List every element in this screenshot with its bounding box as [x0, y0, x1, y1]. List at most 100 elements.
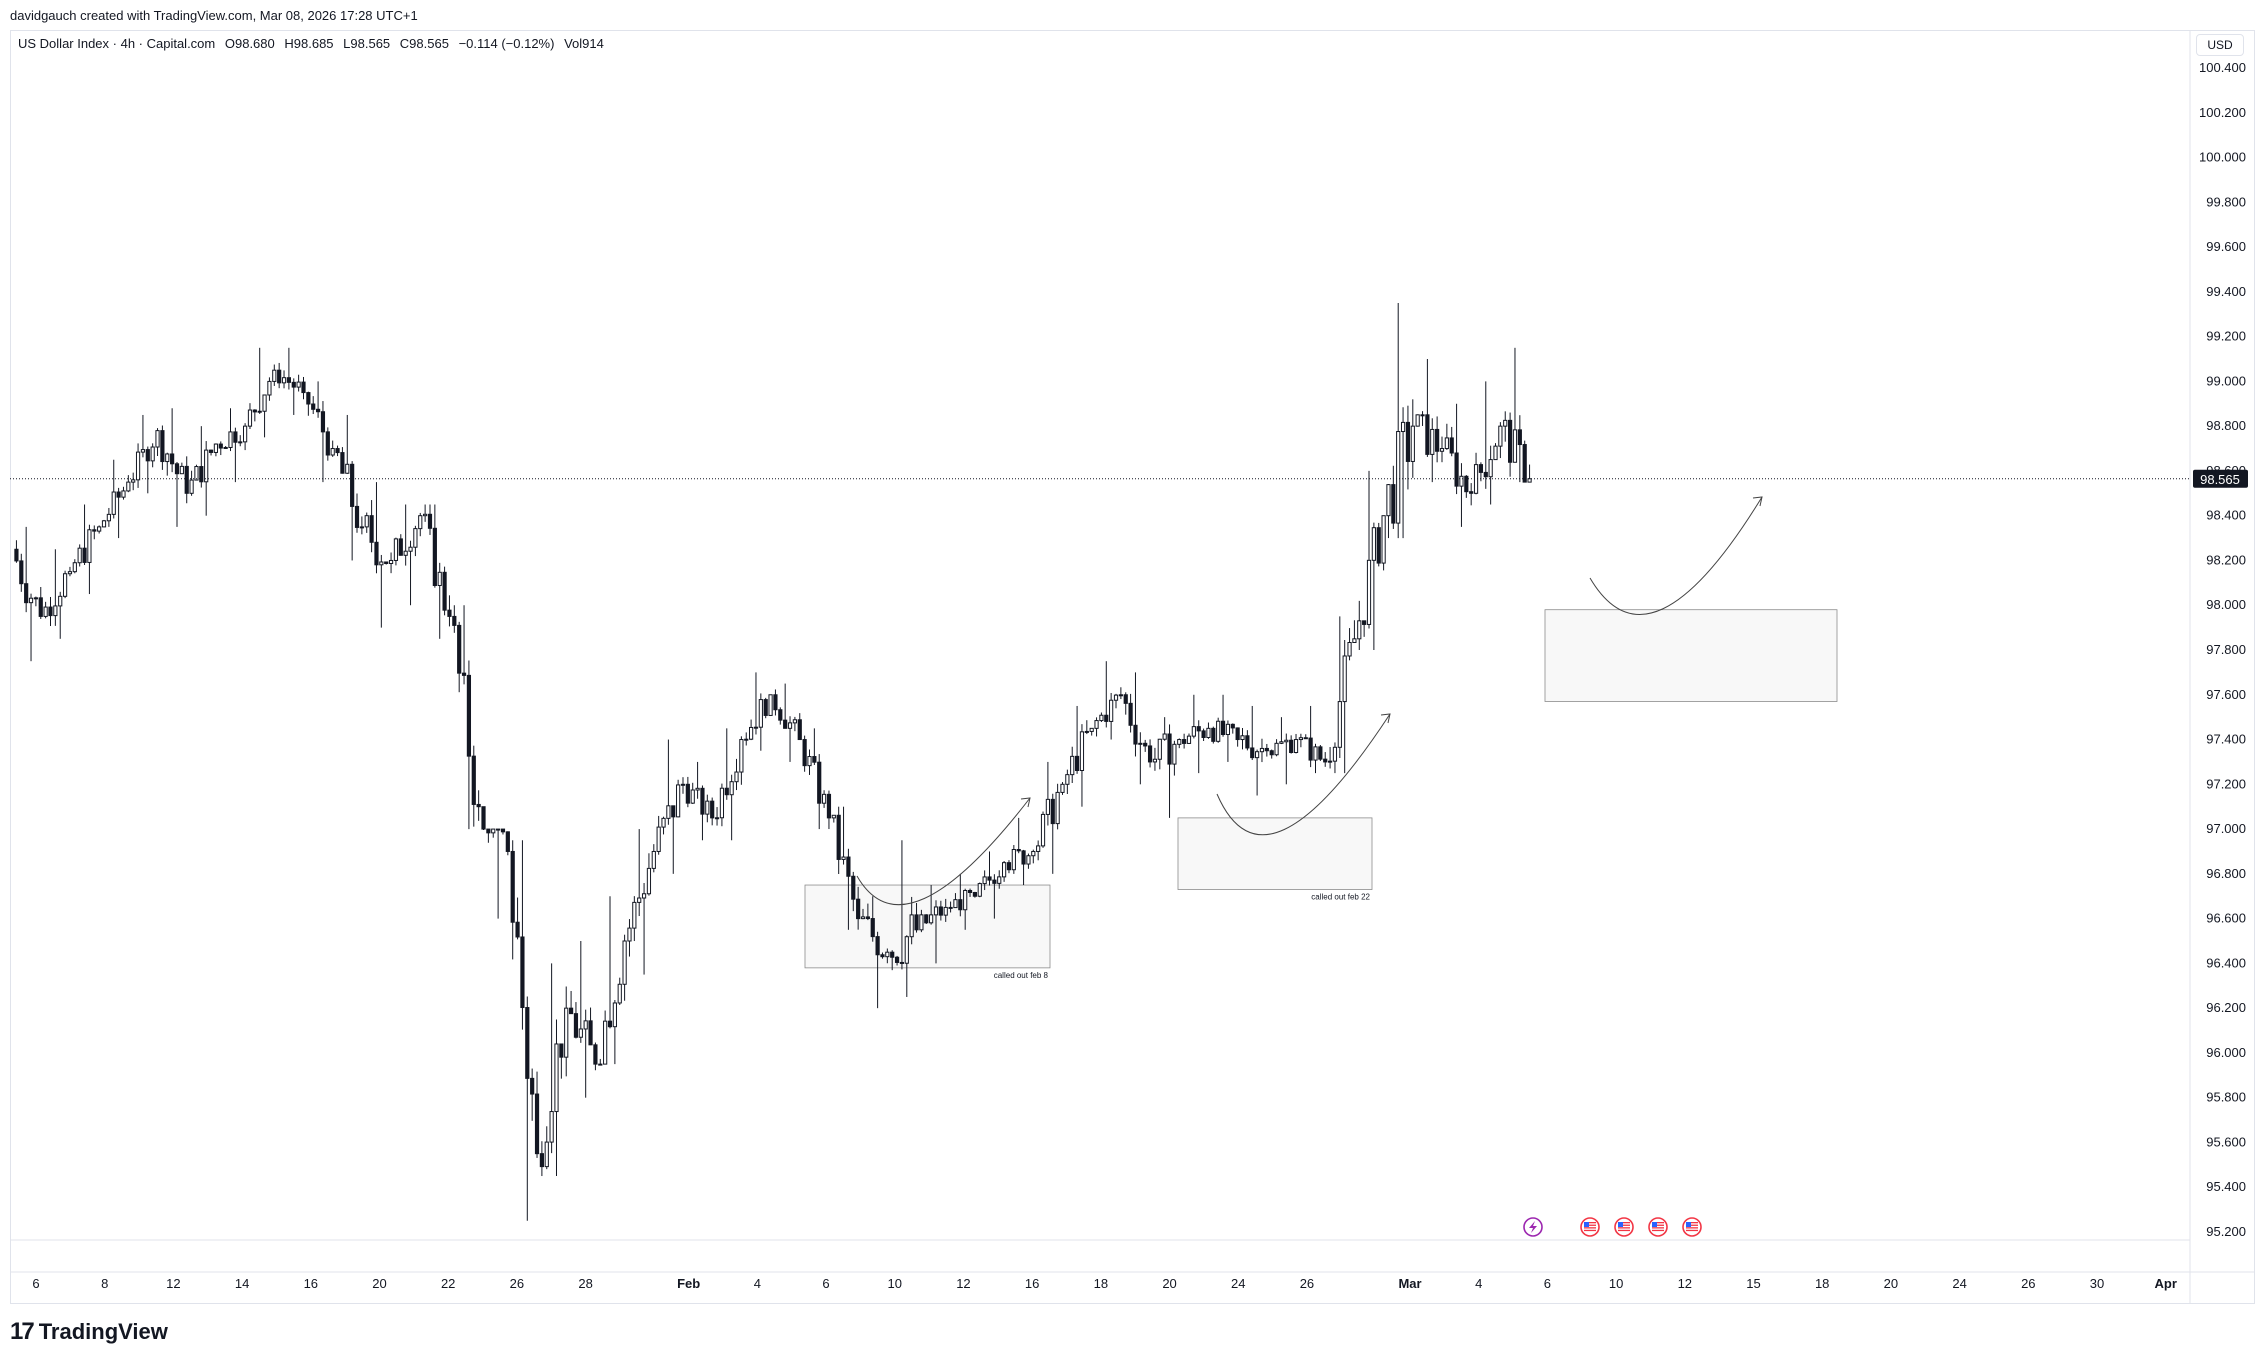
candle: [851, 871, 856, 912]
candle-body: [359, 526, 364, 529]
candle: [1415, 414, 1420, 427]
candle-body: [622, 940, 627, 985]
candle-body: [267, 380, 272, 396]
candle: [1269, 749, 1274, 759]
candle-body: [641, 893, 647, 899]
candle: [705, 794, 710, 823]
legend-symbol[interactable]: US Dollar Index · 4h · Capital.com: [18, 36, 216, 51]
candle-body: [1245, 735, 1250, 749]
candle-body: [1191, 726, 1196, 737]
candle: [359, 516, 364, 535]
candle: [432, 504, 437, 588]
candle-body: [632, 901, 637, 929]
candle-body: [1255, 751, 1260, 759]
candle-body: [680, 783, 686, 786]
creator-line: davidgauch created with TradingView.com,…: [10, 8, 418, 23]
candle-body: [1143, 742, 1148, 747]
candle-body: [476, 803, 481, 808]
time-tick-label: 18: [1815, 1276, 1829, 1291]
tradingview-footer[interactable]: 17 TradingView: [10, 1318, 168, 1346]
candle: [418, 512, 423, 537]
symbol-legend[interactable]: US Dollar Index · 4h · Capital.com O98.6…: [18, 36, 610, 51]
candle-body: [1396, 431, 1401, 524]
candle-body: [471, 755, 476, 805]
candle: [783, 683, 788, 729]
candle: [325, 427, 330, 461]
candle: [354, 493, 360, 533]
candle: [204, 441, 209, 516]
candle: [807, 749, 812, 775]
candle-body: [982, 876, 987, 885]
candle: [408, 540, 413, 606]
candle: [101, 519, 107, 528]
candle-body: [802, 739, 807, 767]
candle-body: [1036, 845, 1041, 852]
candle-body: [1522, 444, 1527, 483]
candle: [841, 806, 846, 865]
candle: [1400, 407, 1406, 539]
candle-body: [1323, 758, 1328, 763]
candle-body: [773, 694, 778, 711]
candle-body: [1381, 515, 1386, 564]
candle: [1206, 722, 1211, 739]
candle-body: [1113, 694, 1119, 701]
annotation-zone: [804, 884, 1051, 969]
candle-body: [1459, 475, 1464, 487]
candle: [62, 570, 68, 599]
event-icons[interactable]: [1523, 1217, 1702, 1237]
candle: [145, 446, 150, 494]
candle: [997, 870, 1002, 889]
candle-body: [1152, 758, 1158, 763]
candle-body: [457, 624, 462, 674]
candle: [447, 595, 452, 627]
candle-body: [1084, 730, 1089, 733]
annotation-curve: [856, 797, 1031, 906]
candle-body: [252, 409, 257, 413]
candle-body: [894, 956, 900, 963]
candle-body: [1425, 414, 1430, 455]
candle: [1522, 440, 1527, 483]
tradingview-logo-icon: 17: [10, 1318, 35, 1345]
candle-body: [1031, 850, 1036, 857]
candle: [457, 621, 462, 693]
candle: [1352, 620, 1357, 644]
candle-body: [1293, 739, 1299, 754]
candle: [992, 874, 997, 919]
candle-body: [1498, 425, 1503, 447]
candle-body: [549, 1111, 554, 1143]
candle: [977, 882, 982, 898]
candle: [549, 963, 554, 1154]
time-axis[interactable]: 6 8 12 14 16 20 22 26 28 Feb 4 6 10 12 16 18 20 24 26 Mar 4 6…: [10, 1239, 2255, 1291]
candle-body: [851, 875, 856, 900]
legend-low: L98.565: [343, 36, 391, 51]
candle-body: [466, 674, 472, 757]
candle: [622, 934, 627, 1001]
candle-body: [135, 451, 141, 481]
candle: [1250, 705, 1255, 761]
candle-body: [24, 583, 29, 604]
candle: [1342, 639, 1347, 774]
candle: [676, 779, 681, 818]
annotation-curve: [1589, 496, 1763, 615]
annotation-zones: called out feb 8 called out feb 22: [804, 609, 1838, 980]
price-tick-label: 97.600: [2206, 687, 2246, 702]
price-tick-label: 96.600: [2206, 911, 2246, 926]
candle-body: [403, 550, 408, 556]
candle-body: [447, 609, 452, 617]
currency-selector[interactable]: USD: [2196, 34, 2244, 56]
candle-body: [257, 410, 262, 413]
price-axis[interactable]: 100.400 100.200 100.000 99.800 99.600 99.400 9…: [2189, 30, 2246, 1303]
candle-body: [1439, 448, 1445, 452]
candle-body: [1517, 429, 1522, 446]
candle: [155, 428, 160, 457]
candle: [671, 805, 676, 874]
candle-body: [744, 738, 749, 741]
legend-change: −0.114 (−0.12%): [458, 36, 555, 51]
candle-body: [354, 505, 360, 528]
candle-body: [340, 452, 345, 474]
arrow-head-icon: [1752, 496, 1763, 507]
candle: [948, 901, 953, 913]
candle-body: [899, 961, 905, 964]
candle-body: [1274, 742, 1279, 756]
